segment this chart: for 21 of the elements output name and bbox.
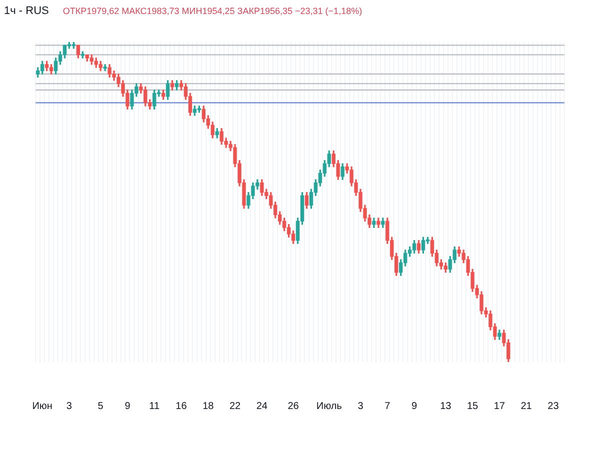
text: ОТКР1979,62 МАКС1983,73 МИН1954,25 ЗАКР1956,35 −23,31 (−1,18%) [62, 6, 362, 16]
x-tick-label: 5 [98, 400, 104, 412]
x-tick-label: 24 [256, 400, 268, 412]
x-tick-label: 21 [520, 400, 532, 412]
x-tick-label: 26 [288, 400, 300, 412]
x-tick-label: 7 [384, 400, 391, 412]
x-tick-label: 9 [411, 400, 418, 412]
x-tick-label: 11 [149, 400, 160, 412]
x-tick-label: 17 [494, 400, 506, 412]
x-tick-label: 9 [124, 400, 131, 412]
x-tick-label: 3 [358, 400, 364, 412]
x-tick-label: 18 [202, 400, 214, 412]
x-tick-label: 16 [176, 400, 188, 412]
x-tick-label: 23 [548, 400, 560, 412]
x-tick-label: Июль [316, 400, 342, 412]
x-tick-label: 22 [229, 400, 242, 412]
x-tick-label: 13 [440, 400, 452, 412]
x-tick-label: 3 [66, 400, 72, 412]
x-tick-label: Июн [32, 400, 52, 412]
x-tick-label: 15 [466, 400, 479, 412]
chart-title: 1ч - RUS [4, 5, 49, 17]
